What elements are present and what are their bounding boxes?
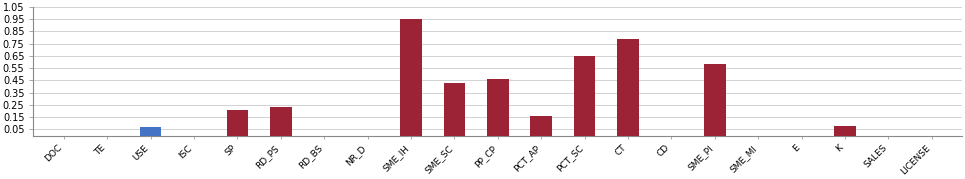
Bar [574, 56, 595, 136]
Bar [531, 116, 552, 136]
Bar [704, 64, 726, 136]
Bar [444, 83, 465, 136]
Bar [487, 79, 509, 136]
Bar [400, 19, 422, 136]
Bar [227, 110, 248, 136]
Bar [270, 107, 291, 136]
Bar [140, 127, 161, 136]
Bar [834, 126, 856, 136]
Bar [618, 39, 639, 136]
